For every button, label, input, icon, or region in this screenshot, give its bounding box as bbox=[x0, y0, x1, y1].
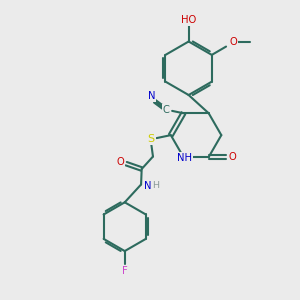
Text: N: N bbox=[144, 181, 152, 191]
Text: F: F bbox=[122, 266, 128, 276]
Text: S: S bbox=[148, 134, 155, 144]
Text: O: O bbox=[116, 157, 124, 166]
Text: H: H bbox=[152, 182, 159, 190]
Text: C: C bbox=[163, 105, 169, 115]
Text: N: N bbox=[148, 91, 156, 101]
Text: O: O bbox=[229, 38, 237, 47]
Text: O: O bbox=[229, 152, 236, 162]
Text: HO: HO bbox=[181, 15, 196, 25]
Text: NH: NH bbox=[177, 153, 192, 163]
